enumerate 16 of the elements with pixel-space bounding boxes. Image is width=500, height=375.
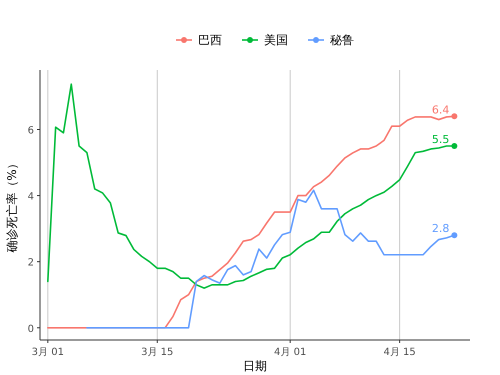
legend-label: 秘鲁 xyxy=(330,33,354,47)
data-label: 2.8 xyxy=(432,222,450,236)
x-tick-label: 4月 01 xyxy=(274,347,306,358)
x-tick-label: 3月 01 xyxy=(32,347,64,358)
x-axis-title: 日期 xyxy=(243,359,267,373)
y-tick-label: 0 xyxy=(28,324,34,335)
y-tick-label: 4 xyxy=(28,192,34,203)
y-axis-title: 确诊死亡率（%） xyxy=(5,157,19,254)
legend-label: 美国 xyxy=(264,33,288,47)
data-label: 5.5 xyxy=(432,133,450,146)
legend-label: 巴西 xyxy=(198,33,222,47)
y-tick-label: 2 xyxy=(28,258,34,269)
y-tick-label: 6 xyxy=(28,125,34,136)
x-tick-label: 4月 15 xyxy=(384,347,416,358)
x-tick-label: 3月 15 xyxy=(141,347,174,358)
data-label: 6.4 xyxy=(432,103,450,116)
